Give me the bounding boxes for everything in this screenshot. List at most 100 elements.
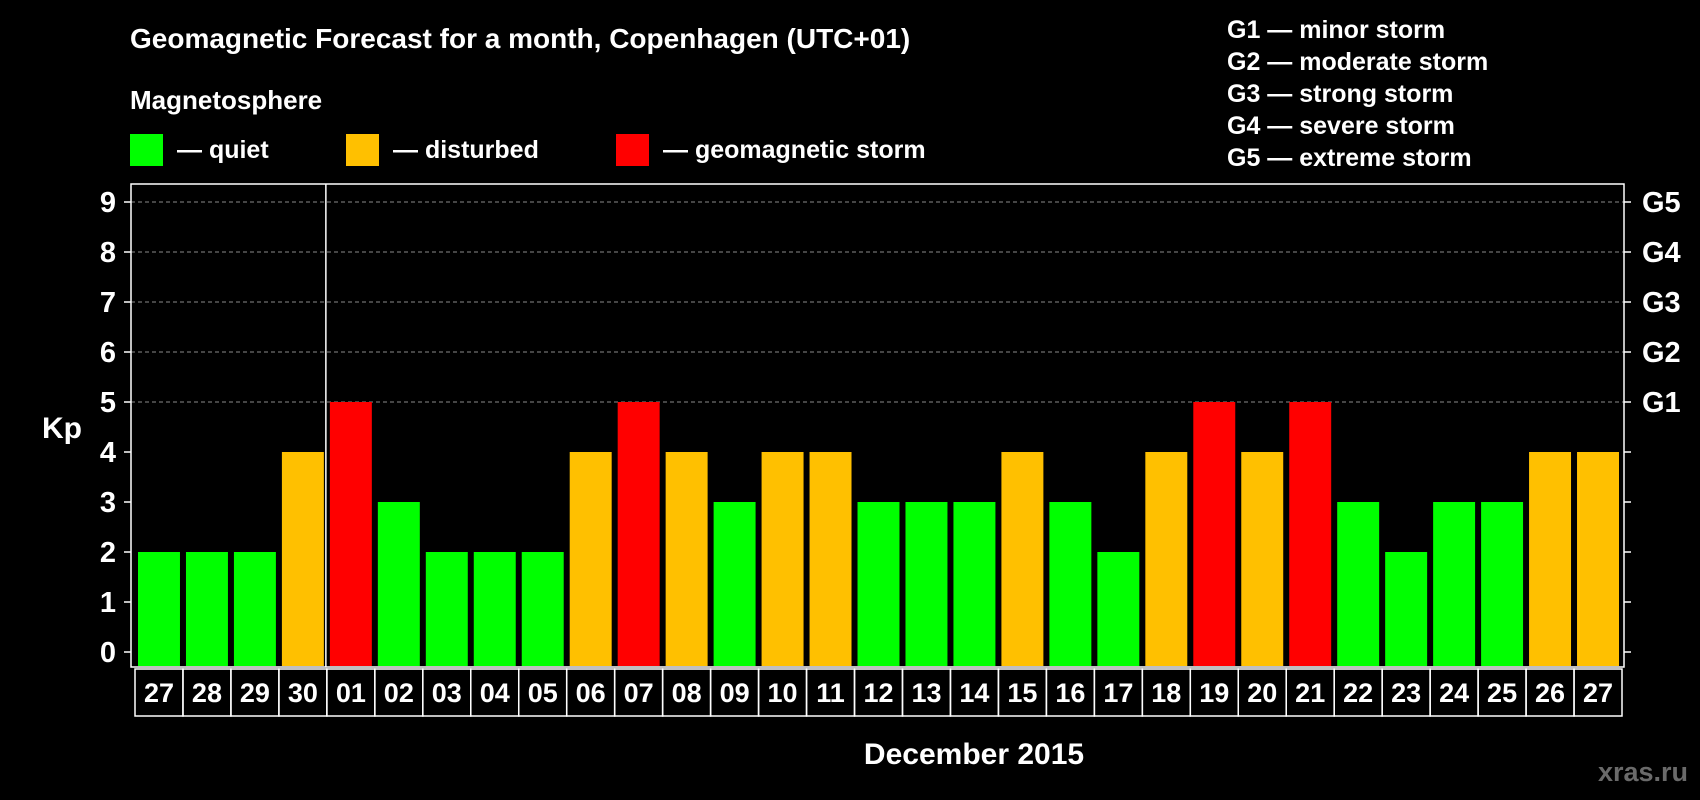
date-label: 25 bbox=[1487, 678, 1517, 708]
date-label: 08 bbox=[672, 678, 702, 708]
date-label: 16 bbox=[1055, 678, 1085, 708]
date-label: 09 bbox=[720, 678, 750, 708]
bar bbox=[905, 502, 948, 666]
y-tick-label: 0 bbox=[100, 637, 116, 669]
bar bbox=[521, 552, 564, 666]
date-label: 29 bbox=[240, 678, 270, 708]
date-label: 19 bbox=[1199, 678, 1229, 708]
bar bbox=[233, 552, 276, 666]
bar bbox=[1049, 502, 1092, 666]
date-label: 21 bbox=[1295, 678, 1325, 708]
date-label: 17 bbox=[1103, 678, 1133, 708]
date-label: 28 bbox=[192, 678, 222, 708]
date-label: 10 bbox=[768, 678, 798, 708]
bar bbox=[1145, 452, 1188, 666]
legend: — quiet — disturbed — geomagnetic storm bbox=[130, 134, 926, 166]
y-tick-label: 4 bbox=[100, 437, 116, 469]
storm-level-axis-ticks: G1 G2 G3 G4 G5 bbox=[1624, 187, 1681, 653]
plot-frame bbox=[130, 183, 1625, 668]
date-label: 22 bbox=[1343, 678, 1373, 708]
bar bbox=[1241, 452, 1284, 666]
date-label: 26 bbox=[1535, 678, 1565, 708]
storm-scale-item: G3 — strong storm bbox=[1227, 80, 1453, 108]
storm-scale-legend: G1 — minor storm G2 — moderate storm G3 — … bbox=[1227, 16, 1488, 172]
bar bbox=[1097, 552, 1140, 666]
date-cell bbox=[1573, 668, 1623, 717]
bar bbox=[1577, 452, 1619, 666]
storm-level-label: G4 bbox=[1642, 237, 1681, 269]
y-tick-label: 2 bbox=[100, 537, 116, 569]
y-axis-ticks: 0 1 2 3 4 5 6 7 8 9 bbox=[100, 187, 131, 669]
date-label: 03 bbox=[432, 678, 462, 708]
watermark: xras.ru bbox=[1598, 757, 1688, 787]
bar bbox=[281, 452, 324, 666]
x-axis-label: December 2015 bbox=[864, 738, 1084, 771]
storm-level-label: G3 bbox=[1642, 287, 1681, 319]
date-label: 04 bbox=[480, 678, 510, 708]
y-tick-label: 7 bbox=[100, 287, 116, 319]
date-labels: 27 28 29 30 01 02 03 04 05 06 07 08 09 10 11 12 13 14 15 16… bbox=[134, 668, 1623, 717]
bar bbox=[1289, 402, 1332, 666]
y-tick-label: 5 bbox=[100, 387, 116, 419]
storm-scale-item: G5 — extreme storm bbox=[1227, 144, 1472, 172]
bars bbox=[138, 402, 1619, 666]
bar bbox=[1385, 552, 1428, 666]
bar bbox=[1529, 452, 1572, 666]
bar bbox=[185, 552, 228, 666]
bar bbox=[1193, 402, 1236, 666]
chart-title: Geomagnetic Forecast for a month, Copenh… bbox=[130, 23, 910, 54]
bar bbox=[1337, 502, 1380, 666]
date-label: 07 bbox=[624, 678, 654, 708]
bar bbox=[617, 402, 660, 666]
date-label: 18 bbox=[1151, 678, 1181, 708]
y-tick-label: 8 bbox=[100, 237, 116, 269]
y-tick-label: 3 bbox=[100, 487, 116, 519]
legend-label: — quiet bbox=[177, 136, 269, 164]
bar bbox=[713, 502, 756, 666]
date-label: 27 bbox=[1583, 678, 1613, 708]
storm-level-label: G2 bbox=[1642, 337, 1681, 369]
date-label: 30 bbox=[288, 678, 318, 708]
date-label: 05 bbox=[528, 678, 558, 708]
bar bbox=[425, 552, 468, 666]
legend-swatch bbox=[616, 134, 649, 166]
y-axis-label: Kp bbox=[42, 412, 82, 445]
legend-swatch bbox=[130, 134, 163, 166]
bar bbox=[953, 502, 996, 666]
bar bbox=[857, 502, 900, 666]
legend-title: Magnetosphere bbox=[130, 85, 322, 115]
storm-scale-item: G1 — minor storm bbox=[1227, 16, 1445, 44]
date-label: 20 bbox=[1247, 678, 1277, 708]
bar bbox=[1433, 502, 1476, 666]
date-label: 02 bbox=[384, 678, 414, 708]
y-tick-label: 1 bbox=[100, 587, 116, 619]
bar bbox=[761, 452, 804, 666]
date-label: 01 bbox=[336, 678, 366, 708]
grid-lines bbox=[131, 201, 1624, 403]
date-label: 12 bbox=[863, 678, 893, 708]
y-tick-label: 9 bbox=[100, 187, 116, 219]
date-label: 24 bbox=[1439, 678, 1469, 708]
date-label: 23 bbox=[1391, 678, 1421, 708]
bar bbox=[1001, 452, 1044, 666]
bar bbox=[569, 452, 612, 666]
date-label: 13 bbox=[911, 678, 941, 708]
date-label: 27 bbox=[144, 678, 174, 708]
date-label: 11 bbox=[816, 678, 845, 708]
bar bbox=[377, 502, 420, 666]
bar bbox=[329, 402, 372, 666]
y-tick-label: 6 bbox=[100, 337, 116, 369]
storm-level-label: G5 bbox=[1642, 187, 1681, 219]
date-label: 15 bbox=[1007, 678, 1037, 708]
legend-label: — disturbed bbox=[393, 136, 539, 164]
bar bbox=[138, 552, 180, 666]
bar bbox=[1481, 502, 1524, 666]
storm-scale-item: G4 — severe storm bbox=[1227, 112, 1455, 140]
storm-level-label: G1 bbox=[1642, 387, 1681, 419]
bar bbox=[809, 452, 852, 666]
bar bbox=[665, 452, 708, 666]
date-label: 06 bbox=[576, 678, 606, 708]
storm-scale-item: G2 — moderate storm bbox=[1227, 48, 1488, 76]
legend-swatch bbox=[346, 134, 379, 166]
